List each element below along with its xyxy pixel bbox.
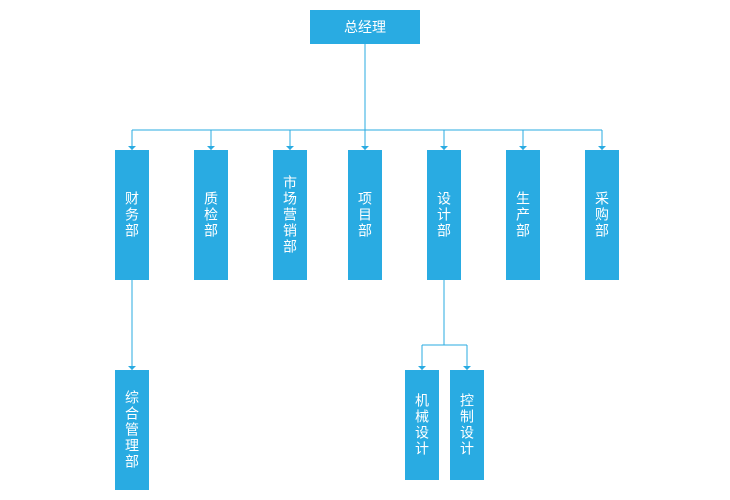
org-node-s1: 综合管理部 bbox=[115, 370, 149, 490]
org-node-d4: 项目部 bbox=[348, 150, 382, 280]
org-node-d5: 设计部 bbox=[427, 150, 461, 280]
org-node-root: 总经理 bbox=[310, 10, 420, 44]
org-node-d1: 财务部 bbox=[115, 150, 149, 280]
org-node-d3: 市场营销部 bbox=[273, 150, 307, 280]
org-node-d7: 采购部 bbox=[585, 150, 619, 280]
org-node-s3: 控制设计 bbox=[450, 370, 484, 480]
org-node-d2: 质检部 bbox=[194, 150, 228, 280]
org-node-s2: 机械设计 bbox=[405, 370, 439, 480]
org-node-d6: 生产部 bbox=[506, 150, 540, 280]
